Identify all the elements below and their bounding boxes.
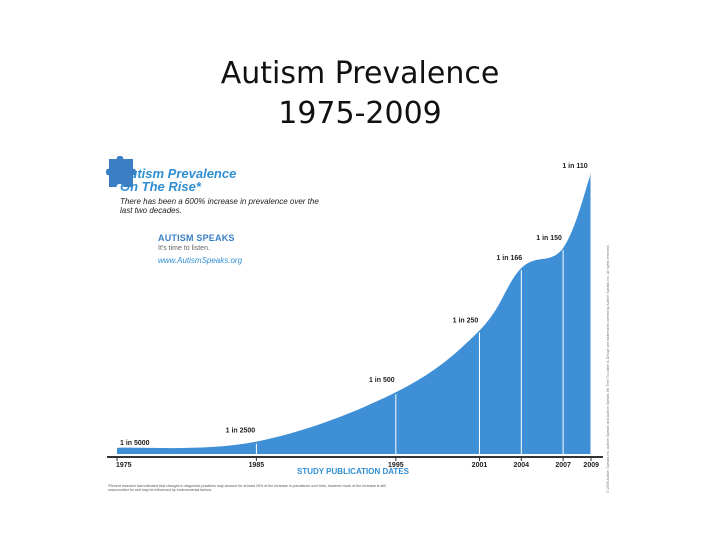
data-label: 1 in 2500 [226, 428, 256, 435]
prevalence-area [117, 173, 591, 455]
infographic-title-line2: On The Rise* [120, 179, 201, 194]
slide-title-line2: 1975-2009 [278, 96, 442, 131]
x-tick-label: 2007 [555, 462, 571, 469]
data-label: 1 in 166 [496, 255, 522, 262]
infographic-title-line1: Autism Prevalence [120, 166, 237, 181]
data-label: 1 in 250 [453, 317, 479, 324]
infographic-subtitle: There has been a 600% increase in preval… [120, 197, 319, 215]
x-tick-label: 1975 [116, 462, 132, 469]
copyright-notice: © 2009 Autism Speaks Inc. Autism Speaks … [606, 193, 614, 493]
prevalence-chart: 1975 1985 1995 2001 2004 2007 2009 STUDY PUBLIC… [107, 163, 603, 476]
x-tick-label: 2004 [514, 462, 530, 469]
x-tick-label: 2009 [583, 462, 599, 469]
data-label: 1 in 150 [536, 235, 562, 242]
slide-title-line1: Autism Prevalence [220, 56, 500, 91]
x-axis-label: STUDY PUBLICATION DATES [297, 467, 410, 476]
data-label: 1 in 5000 [120, 440, 150, 447]
brand-url: www.AutismSpeaks.org [158, 256, 243, 265]
footnote: *Recent research has indicated that chan… [108, 484, 386, 493]
copyright-text: © 2009 Autism Speaks Inc. Autism Speaks … [606, 244, 610, 493]
x-tick-label: 1985 [249, 462, 265, 469]
brand-tagline: It's time to listen. [158, 245, 210, 252]
x-tick-label: 1995 [388, 462, 404, 469]
puzzle-piece-icon [106, 156, 136, 187]
infographic-title: Autism Prevalence On The Rise* [120, 167, 320, 193]
prevalence-infographic: 1975 1985 1995 2001 2004 2007 2009 STUDY PUBLIC… [103, 153, 618, 498]
data-label: 1 in 500 [369, 377, 395, 384]
brand-name: AUTISM SPEAKS [158, 233, 235, 243]
x-tick-label: 2001 [472, 462, 488, 469]
data-label: 1 in 110 [562, 163, 587, 170]
